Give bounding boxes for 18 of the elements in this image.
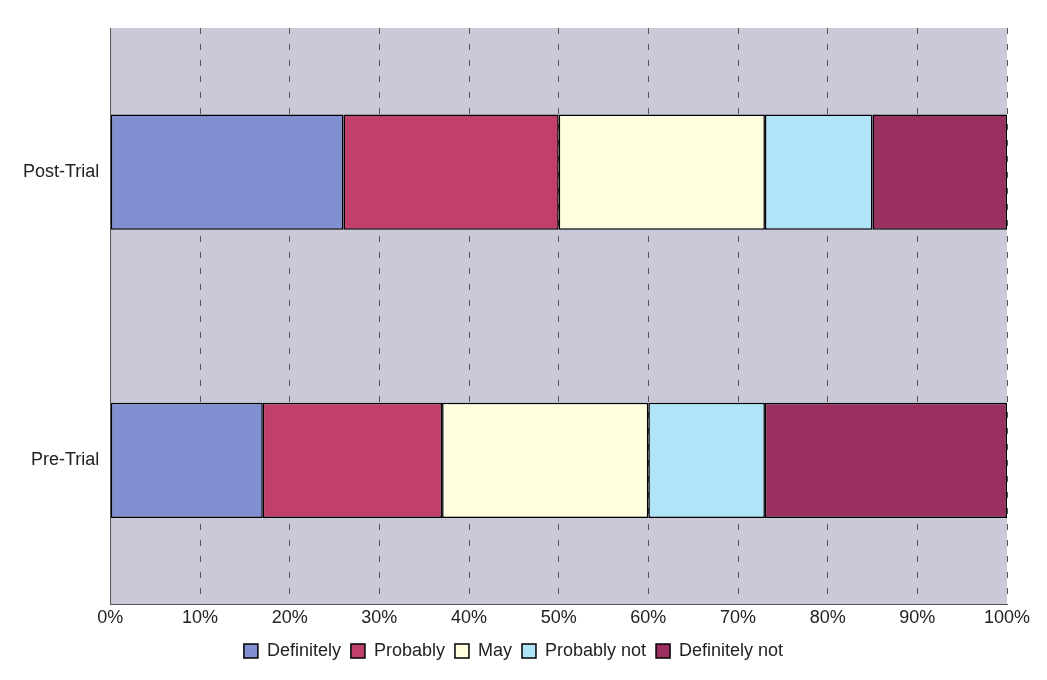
legend-label: Definitely [266, 639, 341, 660]
x-tick-label: 40% [450, 607, 488, 628]
x-tick-label: 0% [97, 607, 124, 628]
legend-label: May [477, 639, 512, 660]
x-tick-label: 100% [983, 607, 1031, 628]
legend-label: Probably not [544, 639, 647, 660]
x-tick-label: 50% [540, 607, 577, 628]
x-tick-label: 10% [181, 607, 219, 628]
legend-label: Probably [373, 639, 445, 660]
y-tick-label: Post-Trial [23, 161, 100, 182]
x-tick-label: 60% [630, 607, 667, 628]
x-tick-label: 80% [809, 607, 846, 628]
legend-label: Definitely not [679, 639, 784, 660]
y-tick-label: Pre-Trial [31, 449, 100, 470]
x-tick-label: 70% [719, 607, 757, 628]
x-tick-label: 30% [361, 607, 398, 628]
x-tick-label: 90% [899, 607, 936, 628]
x-tick-label: 20% [271, 607, 308, 628]
